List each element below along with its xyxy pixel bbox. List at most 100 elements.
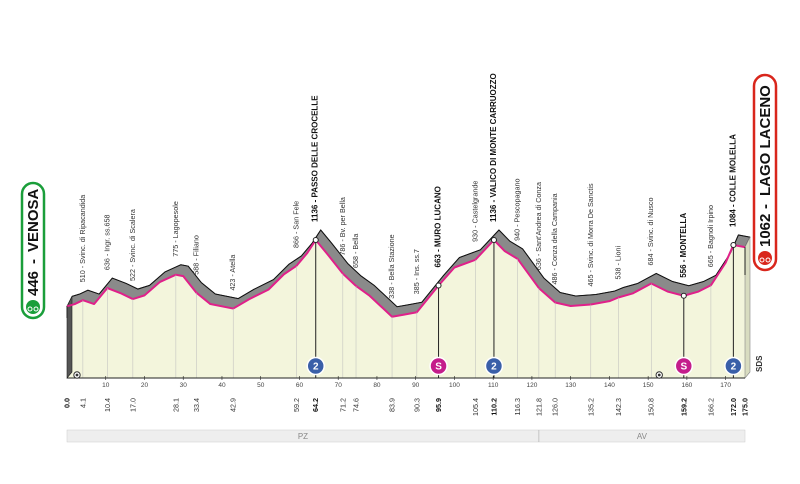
finish-dash: - (757, 204, 774, 209)
kom-point (312, 237, 319, 243)
place-label: 1136 - VALICO DI MONTE CARRUOZZO (489, 73, 498, 222)
axis-tick-label: 130 (565, 382, 576, 389)
distance-axis: 10 20 30 40 50 60 70 80 90 100 110 120 130 140 150 160 1… (67, 355, 764, 389)
axis-tick-label: 150 (643, 382, 654, 389)
place-label: 786 - Bv. per Bella (338, 197, 347, 256)
sprint-marker-symbol: S (435, 362, 442, 373)
km-label: 71.2 (338, 398, 347, 412)
kom-marker-icon (306, 356, 325, 376)
axis-tick-label: 110 (488, 382, 499, 389)
profile-face (67, 240, 745, 378)
place-label: 1084 - COLLE MOLELLA (728, 134, 737, 227)
province-label: AV (637, 432, 648, 441)
route-line (66, 239, 746, 318)
sprint-marker-symbol: S (680, 362, 687, 373)
km-label: 95.9 (434, 398, 443, 412)
kom-marker-symbol: 2 (731, 362, 737, 373)
km-label: 110.2 (489, 398, 498, 416)
axis-tick-label: 40 (218, 382, 226, 389)
axis-tick-label: 120 (526, 382, 537, 389)
axis-tick-label: 170 (720, 382, 731, 389)
bike-icon-wheel (27, 306, 33, 312)
kom-marker-icon (724, 356, 743, 376)
km-label: 135.2 (586, 398, 595, 416)
start-finish-badges: 446 - VENOSA 1062 - LAGO LACENO (20, 73, 778, 320)
km-label: 159.2 (679, 398, 688, 416)
sprint-marker-icon (674, 356, 694, 376)
km-label: 83.9 (388, 398, 397, 412)
axis-tick-label: 60 (296, 382, 304, 389)
finish-wall (744, 236, 751, 379)
bike-icon-wheel (33, 306, 39, 312)
km-label: 33.4 (192, 398, 201, 412)
place-label: 636 - Sant'Andrea di Conza (534, 182, 543, 270)
km-label: 10.4 (103, 398, 112, 412)
axis-tick-label: 140 (604, 382, 615, 389)
finish-altitude: 1062 (757, 214, 774, 247)
kom-point (490, 237, 497, 243)
place-label: 522 - Svinc. di Scalera (128, 209, 137, 281)
place-label: 658 - Bella (351, 234, 360, 268)
terrain-ridge (71, 229, 751, 308)
km-label: 74.6 (352, 398, 361, 412)
axis-tick-label: 70 (335, 382, 343, 389)
km-label: 116.3 (513, 398, 522, 415)
start-name: VENOSA (25, 188, 42, 252)
km-label: 121.8 (534, 398, 543, 416)
route-polyline (66, 239, 746, 318)
finish-badge (752, 73, 778, 272)
place-label: 338 - Bella Stazione (387, 234, 396, 298)
province-band: PZ AV (66, 429, 746, 443)
climb-sprint-markers: 2 S 2 S 2 (306, 237, 743, 376)
km-label: 17.0 (128, 398, 137, 412)
kom-point (730, 242, 737, 248)
bike-icon (26, 300, 40, 314)
place-label: 684 - Svinc. di Nusco (646, 198, 655, 266)
km-label: 150.8 (647, 398, 656, 416)
km-label: 4.1 (78, 398, 87, 408)
km-label: 42.9 (229, 398, 238, 412)
start-point-icon-dot (75, 373, 79, 377)
place-label: 930 - Castelgrande (470, 181, 479, 242)
km-label: 64.2 (311, 398, 320, 412)
axis-tick-label: 20 (141, 382, 149, 389)
waypoint-icon-dot (657, 373, 661, 377)
axis-tick-label: 10 (102, 382, 110, 389)
km-labels: 4.1 10.4 17.0 28.1 33.4 42.9 59.2 64.2 71.2 74.6 8… (63, 398, 750, 416)
base-plane (67, 240, 745, 378)
axis-tick-label: 160 (681, 382, 692, 389)
kom-marker-icon (484, 356, 504, 376)
place-label: 510 - Svinc. di Ripacandida (78, 195, 87, 283)
finish-bike-icon-wheel (759, 257, 765, 263)
km-label-start: 0.0 (63, 398, 72, 408)
sprint-point (435, 282, 442, 289)
km-label: 172.0 (729, 398, 738, 416)
km-label: 28.1 (171, 398, 180, 412)
province-label: PZ (298, 432, 308, 441)
place-label: 1136 - PASSO DELLE CROCELLE (311, 95, 320, 222)
km-label: 105.4 (471, 398, 480, 416)
finish-name: LAGO LACENO (757, 85, 774, 196)
start-wall (66, 296, 73, 379)
province-band-rect (66, 429, 746, 443)
place-label: 385 - Ins. ss.7 (412, 249, 421, 294)
km-label: 59.2 (292, 398, 301, 412)
axis-tick-label: 90 (412, 382, 420, 389)
km-label: 166.2 (706, 398, 715, 416)
place-label: 556 - MONTELLA (679, 213, 688, 278)
place-label: 486 - Conza della Campania (550, 193, 559, 284)
place-label: 940 - Pescopagano (513, 179, 522, 241)
place-label: 866 - San Fele (291, 201, 300, 248)
km-label: 142.3 (614, 398, 623, 416)
finish-bike-icon-wheel (765, 257, 771, 263)
place-label: 538 - Lioni (613, 246, 622, 280)
kom-marker-symbol: 2 (313, 362, 319, 373)
place-labels: 510 - Svinc. di Ripacandida 636 - Ingr. s… (78, 73, 737, 298)
start-altitude: 446 (25, 271, 42, 296)
place-label: 465 - Svinc. di Morra De Sanctis (586, 183, 595, 286)
brand-logo: SDS (755, 355, 764, 372)
start-badge (20, 181, 46, 320)
km-label-end: 175.0 (741, 398, 750, 416)
place-label: 423 - Atella (228, 255, 237, 291)
